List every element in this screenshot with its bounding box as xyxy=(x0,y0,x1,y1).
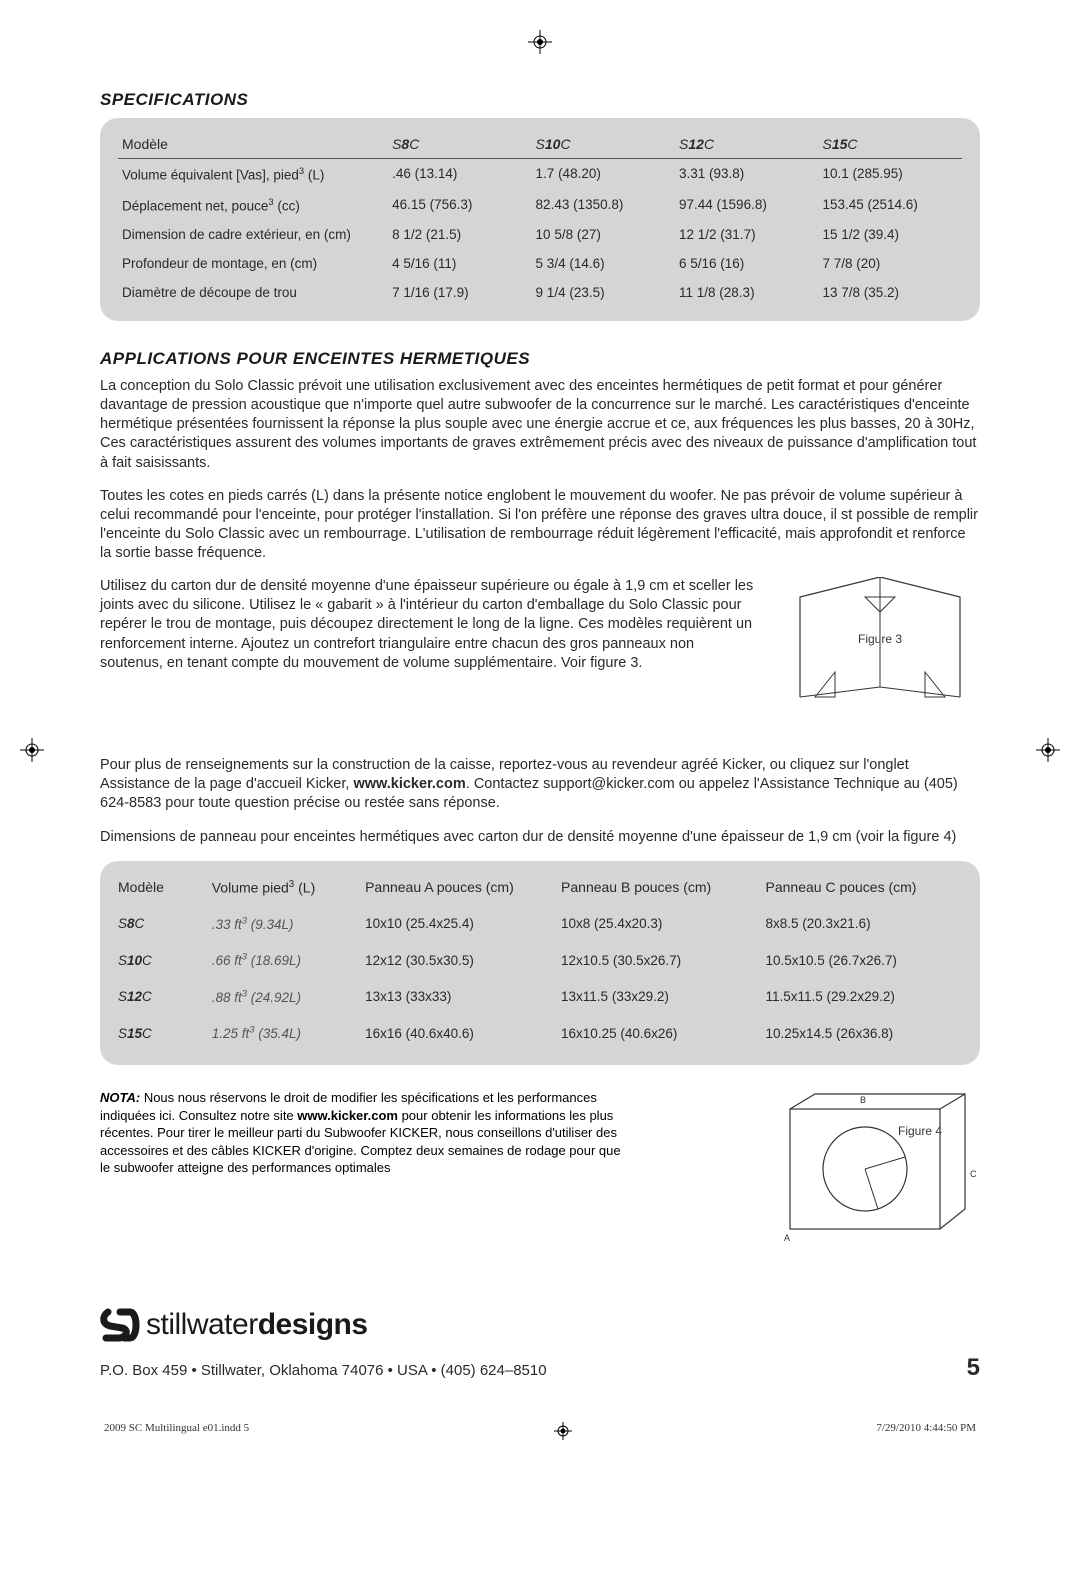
cell-value: 10x10 (25.4x25.4) xyxy=(361,905,557,942)
cell-value: 10 5/8 (27) xyxy=(532,220,675,249)
table-row: S12C.88 ft3 (24.92L)13x13 (33x33)13x11.5… xyxy=(114,978,966,1015)
table-row: Dimension de cadre extérieur, en (cm)8 1… xyxy=(118,220,962,249)
cell-value: 11.5x11.5 (29.2x29.2) xyxy=(762,978,967,1015)
cell-volume: .88 ft3 (24.92L) xyxy=(208,978,361,1015)
table-row: Diamètre de découpe de trou7 1/16 (17.9)… xyxy=(118,278,962,307)
header-panel-c: Panneau C pouces (cm) xyxy=(762,873,967,906)
table-row: S8C.33 ft3 (9.34L)10x10 (25.4x25.4)10x8 … xyxy=(114,905,966,942)
applications-heading: APPLICATIONS POUR ENCEINTES HERMETIQUES xyxy=(100,349,980,369)
cell-model: S10C xyxy=(114,942,208,979)
paragraph-4: Pour plus de renseignements sur la const… xyxy=(100,756,980,813)
header-panel-b: Panneau B pouces (cm) xyxy=(557,873,761,906)
header-s8c: S8C xyxy=(388,130,531,159)
cell-value: 12x10.5 (30.5x26.7) xyxy=(557,942,761,979)
registration-mark-icon xyxy=(554,1422,572,1440)
header-volume: Volume pied3 (L) xyxy=(208,873,361,906)
cell-volume: 1.25 ft3 (35.4L) xyxy=(208,1015,361,1052)
svg-text:B: B xyxy=(860,1095,866,1105)
cell-value: 8 1/2 (21.5) xyxy=(388,220,531,249)
cell-value: 97.44 (1596.8) xyxy=(675,190,818,221)
cell-value: 8x8.5 (20.3x21.6) xyxy=(762,905,967,942)
page-number: 5 xyxy=(967,1354,980,1382)
cell-value: 1.7 (48.20) xyxy=(532,159,675,190)
row-label: Dimension de cadre extérieur, en (cm) xyxy=(118,220,388,249)
cell-value: 10x8 (25.4x20.3) xyxy=(557,905,761,942)
table-header-row: Modèle Volume pied3 (L) Panneau A pouces… xyxy=(114,873,966,906)
header-s10c: S10C xyxy=(532,130,675,159)
row-label: Diamètre de découpe de trou xyxy=(118,278,388,307)
cell-model: S12C xyxy=(114,978,208,1015)
cell-value: 11 1/8 (28.3) xyxy=(675,278,818,307)
svg-text:C: C xyxy=(970,1169,977,1179)
footer-address: P.O. Box 459 • Stillwater, Oklahoma 7407… xyxy=(100,1362,547,1379)
nota-paragraph: NOTA: Nous nous réservons le droit de mo… xyxy=(100,1089,628,1177)
specifications-table: Modèle S8C S10C S12C S15C Volume équival… xyxy=(100,118,980,321)
row-label: Volume équivalent [Vas], pied3 (L) xyxy=(118,159,388,190)
cell-value: 15 1/2 (39.4) xyxy=(818,220,962,249)
cell-value: 16x10.25 (40.6x26) xyxy=(557,1015,761,1052)
sd-glyph-icon xyxy=(100,1308,140,1342)
figure-3: Figure 3 xyxy=(780,577,980,746)
paragraph-2: Toutes les cotes en pieds carrés (L) dan… xyxy=(100,487,980,564)
cell-value: 6 5/16 (16) xyxy=(675,249,818,278)
table-row: Volume équivalent [Vas], pied3 (L).46 (1… xyxy=(118,159,962,190)
header-panel-a: Panneau A pouces (cm) xyxy=(361,873,557,906)
row-label: Profondeur de montage, en (cm) xyxy=(118,249,388,278)
cell-value: 12 1/2 (31.7) xyxy=(675,220,818,249)
header-s12c: S12C xyxy=(675,130,818,159)
specifications-heading: SPECIFICATIONS xyxy=(100,90,980,110)
cell-value: 3.31 (93.8) xyxy=(675,159,818,190)
table-header-row: Modèle S8C S10C S12C S15C xyxy=(118,130,962,159)
cell-value: 10.1 (285.95) xyxy=(818,159,962,190)
row-label: Déplacement net, pouce3 (cc) xyxy=(118,190,388,221)
table-row: S15C1.25 ft3 (35.4L)16x16 (40.6x40.6)16x… xyxy=(114,1015,966,1052)
cell-value: 46.15 (756.3) xyxy=(388,190,531,221)
cell-model: S8C xyxy=(114,905,208,942)
cell-value: 13x13 (33x33) xyxy=(361,978,557,1015)
stillwater-designs-logo: stillwaterdesigns xyxy=(100,1308,980,1342)
cell-model: S15C xyxy=(114,1015,208,1052)
cell-value: 7 1/16 (17.9) xyxy=(388,278,531,307)
header-modele: Modèle xyxy=(114,873,208,906)
paragraph-1: La conception du Solo Classic prévoit un… xyxy=(100,377,980,473)
paragraph-5: Dimensions de panneau pour enceintes her… xyxy=(100,828,980,847)
figure-3-label: Figure 3 xyxy=(780,632,980,646)
figure-4-label: Figure 4 xyxy=(810,1124,1030,1138)
cell-volume: .33 ft3 (9.34L) xyxy=(208,905,361,942)
table-row: Déplacement net, pouce3 (cc)46.15 (756.3… xyxy=(118,190,962,221)
cell-value: 153.45 (2514.6) xyxy=(818,190,962,221)
cell-value: 10.5x10.5 (26.7x26.7) xyxy=(762,942,967,979)
cell-volume: .66 ft3 (18.69L) xyxy=(208,942,361,979)
cell-value: 5 3/4 (14.6) xyxy=(532,249,675,278)
figure-4: B A C Figure 4 xyxy=(760,1089,980,1278)
table-row: S10C.66 ft3 (18.69L)12x12 (30.5x30.5)12x… xyxy=(114,942,966,979)
cell-value: 16x16 (40.6x40.6) xyxy=(361,1015,557,1052)
print-footer-right: 7/29/2010 4:44:50 PM xyxy=(876,1422,976,1440)
cell-value: 12x12 (30.5x30.5) xyxy=(361,942,557,979)
header-modele: Modèle xyxy=(118,130,388,159)
cell-value: 9 1/4 (23.5) xyxy=(532,278,675,307)
cell-value: 13x11.5 (33x29.2) xyxy=(557,978,761,1015)
table-row: Profondeur de montage, en (cm)4 5/16 (11… xyxy=(118,249,962,278)
cell-value: 13 7/8 (35.2) xyxy=(818,278,962,307)
print-footer-left: 2009 SC Multilingual e01.indd 5 xyxy=(104,1422,249,1440)
svg-text:A: A xyxy=(784,1233,790,1243)
cell-value: 4 5/16 (11) xyxy=(388,249,531,278)
cell-value: .46 (13.14) xyxy=(388,159,531,190)
cell-value: 7 7/8 (20) xyxy=(818,249,962,278)
cell-value: 82.43 (1350.8) xyxy=(532,190,675,221)
header-s15c: S15C xyxy=(818,130,962,159)
cell-value: 10.25x14.5 (26x36.8) xyxy=(762,1015,967,1052)
panel-dimensions-table: Modèle Volume pied3 (L) Panneau A pouces… xyxy=(100,861,980,1066)
